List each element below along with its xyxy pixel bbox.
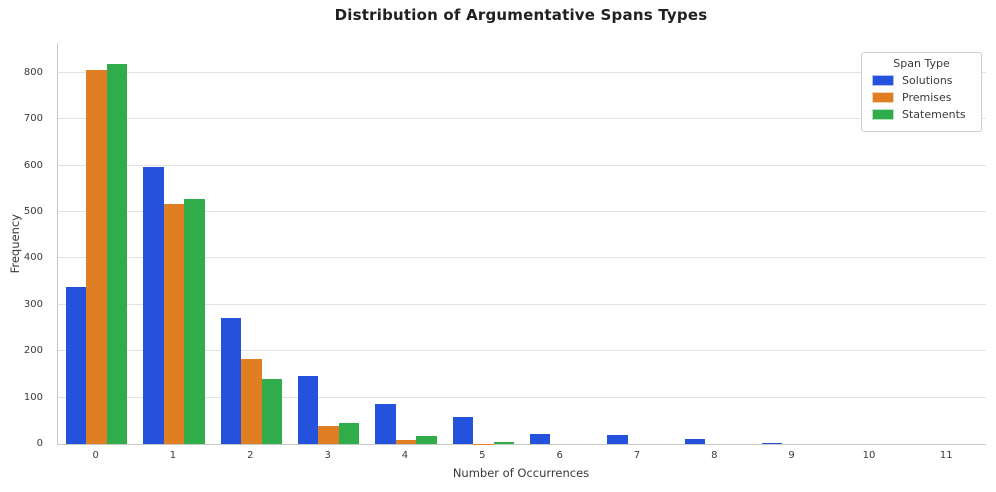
- plot-area: Span Type Solutions Premises Statements: [57, 43, 986, 445]
- bar-group-0: [58, 43, 135, 444]
- y-tick-label: 700: [23, 113, 43, 125]
- legend-entry-solutions: Solutions: [872, 74, 973, 87]
- bar-solutions-3: [297, 376, 319, 444]
- legend-label: Premises: [902, 91, 952, 104]
- bar-premises-3: [318, 426, 339, 444]
- gridline-y-200: [58, 350, 986, 352]
- gridline-y-700: [58, 118, 986, 120]
- legend-entry-statements: Statements: [872, 108, 973, 121]
- legend-title: Span Type: [893, 57, 950, 70]
- bar-group-7: [599, 43, 676, 444]
- x-tick-label-8: 8: [711, 450, 718, 461]
- bar-premises-1: [163, 203, 185, 444]
- bar-premises-0: [86, 70, 107, 444]
- gridline-y-500: [58, 210, 986, 212]
- x-tick-label-4: 4: [401, 450, 409, 461]
- bar-solutions-9: [761, 442, 783, 444]
- bar-group-9: [754, 43, 831, 444]
- bar-premises-4: [395, 439, 417, 444]
- legend-swatch-icon: [872, 109, 894, 120]
- x-tick-label-9: 9: [788, 450, 795, 461]
- x-tick-label-11: 11: [939, 450, 953, 461]
- bar-solutions-1: [143, 166, 164, 444]
- bar-premises-2: [241, 358, 262, 444]
- y-tick-label: 0: [36, 438, 43, 449]
- x-tick-label-0: 0: [92, 450, 99, 461]
- bar-solutions-5: [452, 417, 474, 444]
- x-tick-label-10: 10: [862, 450, 876, 461]
- bar-statements-2: [261, 379, 283, 444]
- legend-swatch-icon: [872, 92, 894, 103]
- y-tick-label: 200: [23, 345, 43, 357]
- bar-solutions-7: [607, 434, 628, 444]
- bar-group-2: [213, 43, 290, 444]
- bar-statements-5: [493, 442, 515, 444]
- x-tick-label-2: 2: [247, 450, 254, 461]
- y-tick-label: 600: [23, 159, 43, 171]
- bar-statements-1: [184, 198, 205, 444]
- x-axis-tick-labels: 0 1 2 3 4 5 6 7 8 9 10 11: [57, 450, 985, 461]
- bar-group-1: [135, 43, 212, 444]
- bar-solutions-2: [220, 317, 242, 444]
- bar-group-3: [290, 43, 367, 444]
- legend-swatch-icon: [872, 75, 894, 86]
- legend: Span Type Solutions Premises Statements: [861, 52, 982, 132]
- gridline-y-100: [58, 396, 986, 398]
- bar-solutions-6: [529, 433, 551, 444]
- x-tick-label-6: 6: [556, 450, 563, 461]
- gridline-y-400: [58, 257, 986, 259]
- x-axis-label: Number of Occurrences: [452, 466, 590, 480]
- bar-group-5: [445, 43, 522, 444]
- x-tick-label-1: 1: [169, 450, 177, 461]
- bar-statements-0: [106, 63, 128, 444]
- x-tick-label-5: 5: [479, 450, 486, 461]
- bar-group-8: [677, 43, 754, 444]
- chart-title: Distribution of Argumentative Spans Type…: [334, 6, 708, 24]
- y-tick-label: 500: [23, 205, 43, 217]
- gridline-y-300: [58, 303, 986, 305]
- x-tick-label-7: 7: [633, 450, 641, 461]
- bar-group-6: [522, 43, 599, 444]
- y-axis-tick-labels: 0 100 200 300 400 500 600 700 800: [0, 43, 50, 448]
- bar-group-4: [367, 43, 444, 444]
- gridline-y-600: [58, 164, 986, 166]
- y-tick-label: 100: [23, 391, 43, 403]
- bar-solutions-0: [65, 287, 87, 444]
- bar-solutions-4: [375, 403, 396, 444]
- legend-label: Statements: [902, 108, 966, 121]
- y-tick-label: 400: [23, 252, 43, 264]
- bar-groups: [58, 43, 986, 444]
- gridline-y-800: [58, 71, 986, 73]
- legend-label: Solutions: [902, 74, 953, 87]
- x-tick-label-3: 3: [324, 450, 331, 461]
- y-tick-label: 300: [23, 298, 43, 310]
- y-tick-label: 800: [23, 66, 43, 78]
- bar-solutions-8: [684, 439, 706, 444]
- bar-statements-4: [416, 436, 437, 444]
- legend-entry-premises: Premises: [872, 91, 973, 104]
- bar-statements-3: [338, 423, 360, 444]
